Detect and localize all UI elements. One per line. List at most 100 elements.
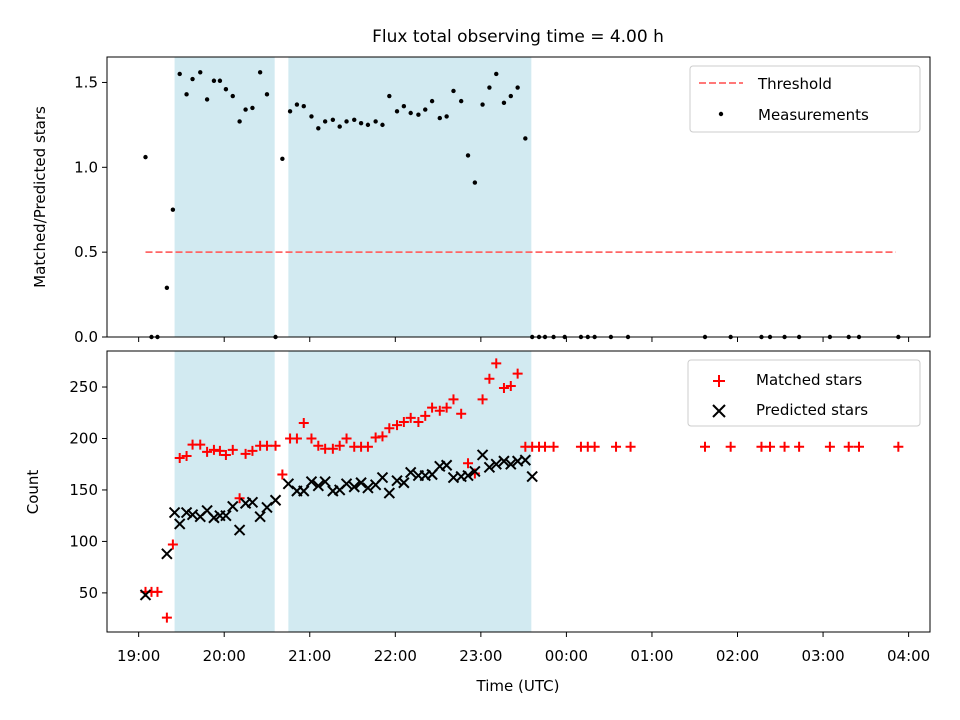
- x-tick-label: 19:00: [117, 647, 160, 665]
- shaded-interval: [174, 351, 275, 632]
- counts-panel: 50 100 150 200 250 19:00 20:00 21:00 22:00 23:00…: [24, 350, 931, 695]
- predicted-stars-point: [391, 474, 403, 487]
- y-axis-ticks: 50 100 150 200 250: [69, 378, 107, 602]
- measurement-point: [223, 87, 229, 92]
- predicted-stars-point: [246, 496, 259, 509]
- matched-stars-point: [441, 402, 452, 413]
- matched-stars-point: [765, 441, 776, 452]
- y-axis-ticks: 0.0 0.5 1.0 1.5: [74, 73, 107, 346]
- predicted-stars-point: [139, 589, 152, 601]
- predicted-stars-point: [519, 454, 532, 466]
- legend-predicted-label: Predicted stars: [756, 401, 868, 419]
- matched-stars-point: [843, 441, 854, 452]
- predicted-stars-point: [305, 476, 318, 488]
- matched-stars-point: [377, 431, 388, 442]
- measurement-point: [444, 114, 449, 119]
- x-tick-label: 01:00: [630, 647, 673, 665]
- matched-stars-point: [392, 420, 403, 431]
- predicted-stars-point: [220, 509, 232, 522]
- predicted-stars-point: [227, 500, 239, 513]
- chart-title: Flux total observing time = 4.00 h: [372, 27, 664, 47]
- measurement-point: [250, 105, 255, 111]
- predicted-stars-point: [469, 465, 481, 478]
- measurement-point: [408, 110, 413, 116]
- y-tick-label: 1.5: [74, 73, 98, 91]
- x-tick-label: 03:00: [801, 647, 844, 665]
- measurement-point: [237, 119, 242, 124]
- matched-stars-point: [484, 373, 495, 384]
- matched-stars-point: [548, 441, 559, 452]
- measurement-point: [337, 124, 342, 129]
- matched-stars-point: [227, 444, 238, 455]
- measurement-point: [373, 119, 378, 124]
- matched-stars-point: [589, 441, 600, 452]
- measurement-point: [330, 117, 336, 122]
- y-tick-label: 0.5: [74, 243, 98, 261]
- predicted-stars-point: [383, 487, 396, 499]
- measurement-point: [501, 100, 507, 106]
- matched-stars-point: [327, 443, 338, 454]
- measurement-point: [177, 71, 182, 77]
- measurement-point: [309, 114, 314, 119]
- y-tick-label: 100: [69, 532, 98, 550]
- matched-stars-point: [161, 612, 172, 623]
- predicted-stars-point: [233, 524, 246, 536]
- matched-stars-point: [700, 441, 711, 452]
- matched-stars-point: [611, 441, 622, 452]
- matched-stars-point: [893, 441, 904, 452]
- matched-stars-point: [463, 458, 474, 469]
- matched-stars-point: [261, 440, 272, 451]
- shaded-intervals: [174, 351, 532, 632]
- legend: Threshold Measurements: [689, 65, 921, 133]
- y-tick-label: 250: [69, 378, 98, 396]
- legend-measurement-label: Measurements: [758, 106, 869, 124]
- predicted-stars-point: [462, 469, 474, 482]
- matched-stars-point: [498, 383, 509, 394]
- matched-stars-point: [306, 433, 317, 444]
- predicted-stars-point: [340, 478, 353, 490]
- x-axis-label: Time (UTC): [476, 677, 560, 695]
- measurement-point: [416, 112, 421, 117]
- measurement-point: [204, 97, 210, 102]
- legend-predicted-swatch: [712, 404, 726, 418]
- y-tick-label: 50: [79, 584, 98, 602]
- matched-stars-point: [341, 433, 352, 444]
- predicted-stars-point: [312, 480, 325, 492]
- matched-stars-point: [313, 440, 324, 451]
- measurement-point: [465, 153, 471, 158]
- x-tick-label: 23:00: [459, 647, 502, 665]
- shaded-interval: [174, 57, 275, 337]
- matched-stars-point: [195, 439, 206, 450]
- shaded-intervals: [174, 57, 532, 337]
- predicted-stars-point: [398, 477, 410, 489]
- x-axis-ticks: 19:00 20:00 21:00 22:00 23:00 00:00 01:00 02:00…: [117, 632, 930, 665]
- legend-box: [687, 359, 921, 427]
- matched-stars-point: [405, 412, 416, 423]
- measurement-point: [487, 85, 492, 90]
- legend-matched-label: Matched stars: [756, 371, 862, 389]
- measurement-point: [230, 93, 235, 99]
- measurement-point: [437, 115, 442, 121]
- predicted-stars-point: [348, 481, 360, 493]
- matched-stars-point: [181, 450, 192, 461]
- predicted-stars-point: [174, 518, 186, 530]
- matched-stars-point: [756, 441, 767, 452]
- measurement-point: [211, 78, 217, 83]
- measurement-point: [387, 93, 392, 99]
- matched-stars-point: [240, 448, 251, 459]
- matched-stars-point: [167, 539, 178, 550]
- measurement-point: [170, 207, 176, 212]
- matched-stars-point: [505, 380, 516, 391]
- matched-stars-point: [370, 432, 381, 443]
- matched-stars-point: [208, 444, 219, 455]
- measurement-point: [394, 109, 400, 114]
- predicted-stars-point: [298, 485, 310, 497]
- measurement-point: [184, 92, 189, 97]
- axes-frame: [106, 56, 931, 338]
- matched-stars-point: [456, 408, 467, 419]
- measurement-point: [480, 102, 485, 107]
- predicted-stars-point: [355, 477, 367, 489]
- matched-stars-point: [277, 469, 288, 480]
- measurement-point: [472, 180, 478, 185]
